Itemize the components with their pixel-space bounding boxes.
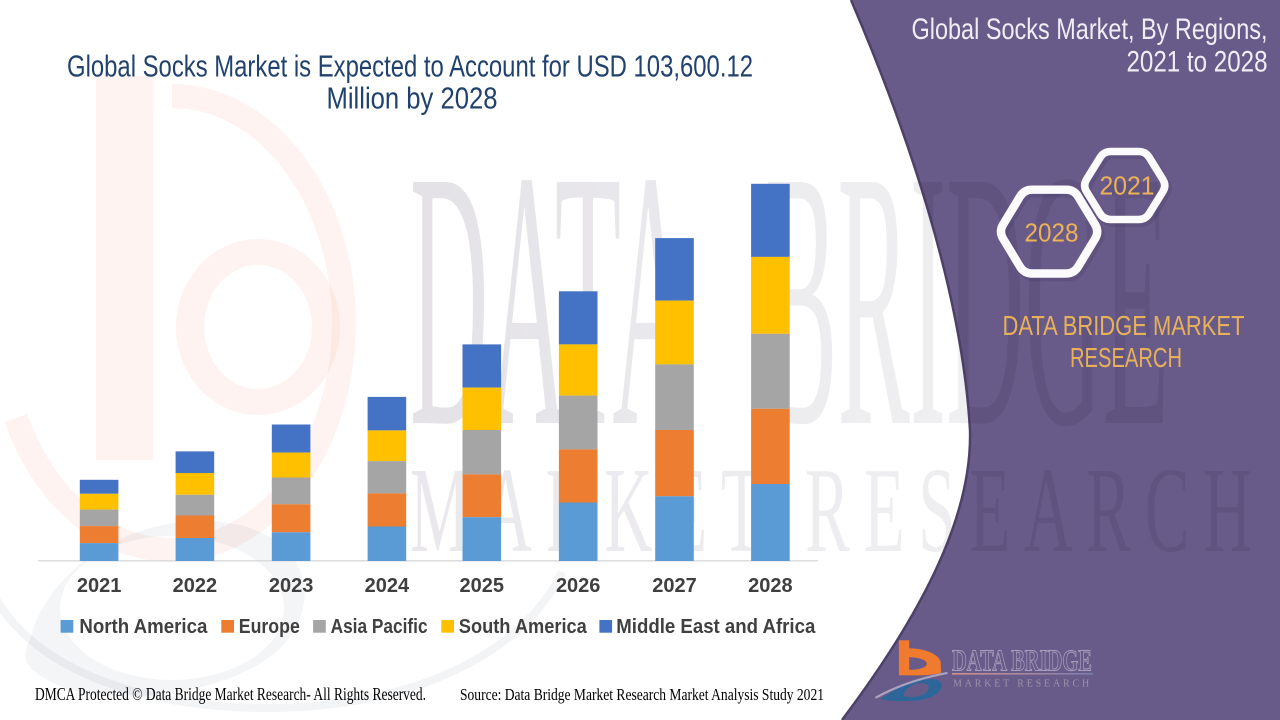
- svg-text:2021: 2021: [1100, 171, 1155, 201]
- svg-text:Global Socks Market, By Region: Global Socks Market, By Regions,: [912, 13, 1268, 46]
- svg-text:DATA BRIDGE: DATA BRIDGE: [952, 643, 1092, 678]
- svg-text:Source: Data Bridge Market Res: Source: Data Bridge Market Research Mark…: [460, 685, 824, 704]
- svg-text:Million by 2028: Million by 2028: [327, 81, 498, 116]
- svg-text:MARKET RESEARCH: MARKET RESEARCH: [410, 443, 1265, 578]
- svg-text:2027: 2027: [652, 575, 697, 597]
- svg-text:RESEARCH: RESEARCH: [1070, 342, 1182, 373]
- svg-text:2026: 2026: [556, 575, 601, 597]
- svg-text:2025: 2025: [460, 575, 505, 597]
- svg-text:2024: 2024: [365, 575, 410, 597]
- svg-text:2023: 2023: [269, 575, 314, 597]
- svg-text:MARKET RESEARCH: MARKET RESEARCH: [953, 679, 1092, 690]
- svg-text:2021: 2021: [77, 575, 122, 597]
- svg-text:Asia Pacific: Asia Pacific: [331, 616, 428, 638]
- svg-text:Global Socks Market is Expecte: Global Socks Market is Expected to Accou…: [67, 49, 753, 84]
- svg-text:North America: North America: [79, 616, 208, 638]
- svg-text:2022: 2022: [173, 575, 218, 597]
- svg-text:DMCA Protected © Data Bridge M: DMCA Protected © Data Bridge Market Rese…: [35, 684, 426, 704]
- svg-text:Europe: Europe: [239, 616, 300, 638]
- svg-text:DATA BRIDGE MARKET: DATA BRIDGE MARKET: [1003, 310, 1245, 341]
- svg-text:2021 to 2028: 2021 to 2028: [1127, 46, 1268, 79]
- svg-text:2028: 2028: [1025, 218, 1079, 248]
- svg-text:2028: 2028: [748, 575, 793, 597]
- svg-text:South America: South America: [459, 616, 588, 638]
- svg-text:Middle East and Africa: Middle East and Africa: [616, 616, 816, 638]
